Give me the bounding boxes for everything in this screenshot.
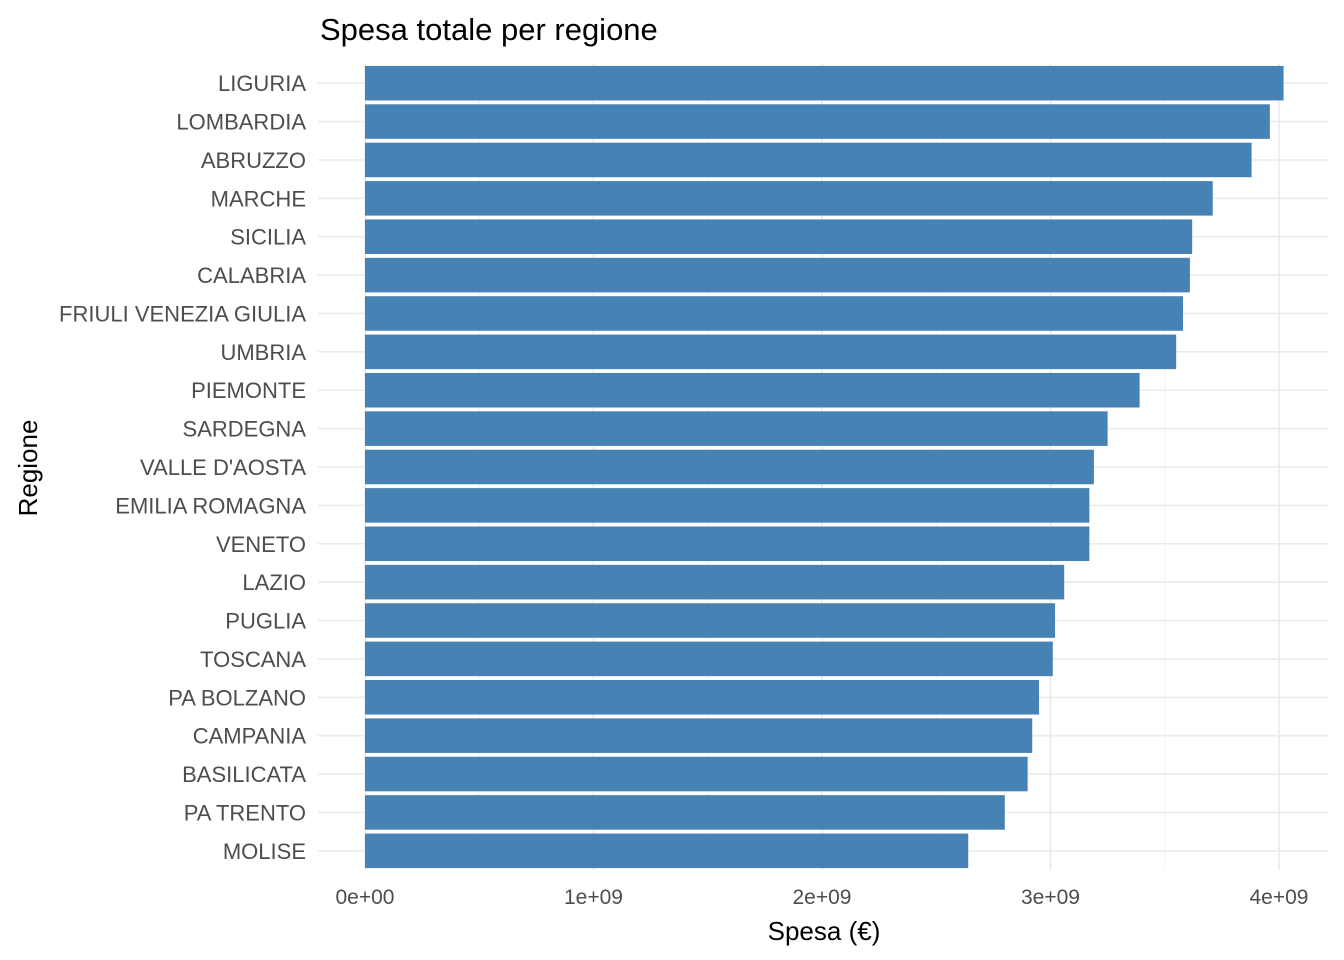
category-label: CAMPANIA [193, 724, 307, 749]
category-label: VENETO [216, 532, 306, 557]
category-label: PA TRENTO [184, 800, 306, 825]
bar [365, 372, 1140, 408]
category-label: BASILICATA [182, 762, 306, 787]
bar [365, 526, 1090, 562]
bar [365, 795, 1005, 830]
category-label: EMILIA ROMAGNA [115, 493, 306, 518]
y-axis-title: Regione [13, 420, 43, 517]
bar [365, 296, 1184, 331]
bar [365, 411, 1108, 446]
bar [365, 65, 1284, 101]
category-label: CALABRIA [197, 263, 306, 288]
bar [365, 756, 1028, 792]
x-tick-label: 1e+09 [564, 886, 623, 909]
category-label: PA BOLZANO [168, 685, 306, 710]
category-label: MOLISE [223, 839, 306, 864]
x-axis-labels: 0e+00 1e+09 2e+09 3e+09 4e+09 [336, 886, 1309, 909]
bars [365, 65, 1284, 869]
bar [365, 641, 1053, 677]
y-axis-labels: LIGURIA LOMBARDIA ABRUZZO MARCHE SICILIA CALA… [59, 71, 306, 864]
category-label: SICILIA [230, 225, 306, 250]
category-label: FRIULI VENEZIA GIULIA [59, 301, 306, 326]
x-tick-label: 3e+09 [1021, 886, 1080, 909]
bar [365, 718, 1033, 753]
category-label: PIEMONTE [191, 378, 306, 403]
category-label: LAZIO [242, 570, 306, 595]
category-label: LIGURIA [218, 71, 306, 96]
category-label: LOMBARDIA [176, 110, 306, 135]
bar [365, 257, 1190, 293]
chart-title: Spesa totale per regione [320, 12, 658, 47]
bar [365, 603, 1056, 638]
bar [365, 219, 1193, 254]
bar [365, 181, 1213, 216]
x-tick-label: 0e+00 [336, 886, 395, 909]
bar [365, 104, 1270, 139]
x-axis-title: Spesa (€) [768, 916, 881, 946]
bar [365, 680, 1040, 715]
bar [365, 833, 969, 869]
category-label: PUGLIA [225, 609, 306, 634]
x-tick-label: 4e+09 [1250, 886, 1309, 909]
category-label: VALLE D'AOSTA [140, 455, 306, 480]
bar [365, 564, 1065, 600]
category-label: TOSCANA [200, 647, 306, 672]
category-label: SARDEGNA [183, 417, 307, 442]
bar [365, 142, 1252, 178]
category-label: ABRUZZO [201, 148, 306, 173]
bar [365, 334, 1177, 370]
category-label: UMBRIA [220, 340, 306, 365]
bar [365, 488, 1090, 523]
category-label: MARCHE [211, 186, 306, 211]
bar [365, 449, 1094, 485]
x-tick-label: 2e+09 [793, 886, 852, 909]
